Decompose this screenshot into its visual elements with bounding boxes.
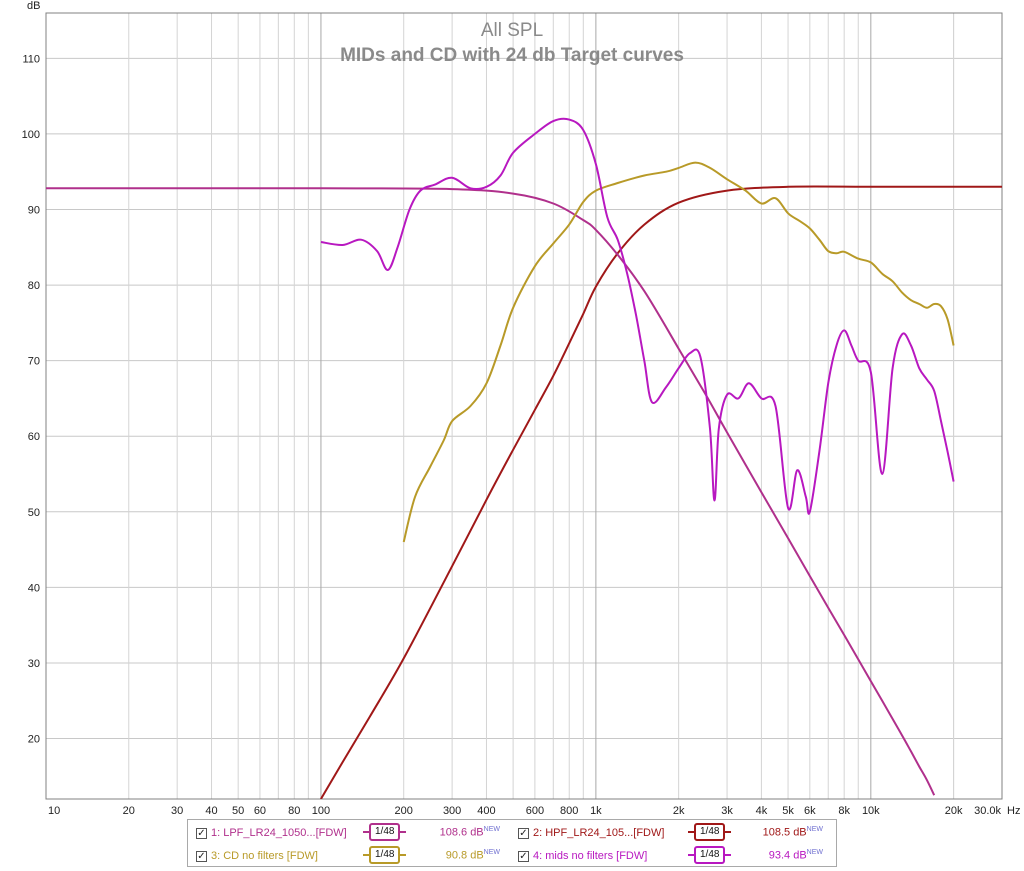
legend-item-1[interactable]: ✓ 1: LPF_LR24_1050...[FDW] (196, 823, 347, 843)
chart-subtitle: MIDs and CD with 24 db Target curves (340, 45, 684, 66)
x-tick-label: 300 (443, 805, 461, 817)
legend-name: 3: CD no filters [FDW] (211, 850, 318, 862)
smoothing-badge[interactable]: 1/48 (688, 823, 732, 841)
x-tick-label: 4k (756, 805, 768, 817)
smoothing-value: 1/48 (369, 823, 401, 841)
x-tick-label: 60 (254, 805, 266, 817)
checkbox-icon[interactable]: ✓ (196, 827, 207, 839)
series-line-3 (402, 161, 955, 543)
x-tick-label: 10k (862, 805, 880, 817)
x-tick-label: 10 (48, 805, 60, 817)
legend-name: 1: LPF_LR24_1050...[FDW] (211, 827, 347, 839)
y-tick-label: 80 (28, 280, 40, 292)
legend-level: 90.8 dBNEW (445, 849, 500, 862)
legend-name: 2: HPF_LR24_105...[FDW] (533, 827, 665, 839)
x-tick-label: 3k (721, 805, 733, 817)
x-tick-label: 100 (312, 805, 330, 817)
y-tick-label: 110 (22, 53, 40, 65)
x-tick-label: 20k (945, 805, 963, 817)
y-tick-label: 40 (28, 582, 40, 594)
grid-lines (45, 13, 1003, 799)
checkbox-icon[interactable]: ✓ (196, 850, 207, 862)
legend-name: 4: mids no filters [FDW] (533, 850, 648, 862)
x-tick-label: 600 (526, 805, 544, 817)
x-tick-label: 2k (673, 805, 685, 817)
y-tick-label: 90 (28, 205, 40, 217)
x-tick-label: 20 (123, 805, 135, 817)
y-tick-label: 50 (28, 507, 40, 519)
legend-level: 108.6 dBNEW (439, 826, 500, 839)
x-tick-label: 30.0k (974, 805, 1001, 817)
x-tick-label: 30 (171, 805, 183, 817)
legend-level: 108.5 dBNEW (762, 826, 823, 839)
x-axis-ticks: 10 20 30 40 50 60 80 100 200 300 400 600 800 1k 2k 3k 4k… (48, 805, 1001, 817)
y-tick-label: 20 (28, 734, 40, 746)
x-tick-label: 50 (232, 805, 244, 817)
y-tick-label: 30 (28, 658, 40, 670)
chart-title: All SPL (481, 20, 543, 41)
legend-item-3[interactable]: ✓ 3: CD no filters [FDW] (196, 846, 318, 866)
series-line-2 (320, 185, 1002, 799)
x-tick-label: 1k (590, 805, 602, 817)
legend: ✓ 1: LPF_LR24_1050...[FDW] 1/48 108.6 dB… (187, 819, 837, 867)
x-tick-label: 400 (477, 805, 495, 817)
y-axis-label: dB (27, 0, 40, 12)
x-tick-label: 8k (838, 805, 850, 817)
smoothing-badge[interactable]: 1/48 (688, 846, 732, 864)
x-tick-label: 40 (205, 805, 217, 817)
series-line-1 (46, 187, 936, 796)
smoothing-badge[interactable]: 1/48 (363, 823, 407, 841)
x-axis-unit: Hz (1007, 805, 1020, 817)
plot-frame (45, 12, 1003, 800)
smoothing-value: 1/48 (694, 846, 726, 864)
y-axis-ticks: 110 100 90 80 70 60 50 40 30 20 (22, 53, 40, 745)
x-tick-label: 200 (395, 805, 413, 817)
x-tick-label: 800 (560, 805, 578, 817)
checkbox-icon[interactable]: ✓ (518, 827, 529, 839)
smoothing-value: 1/48 (694, 823, 726, 841)
curves (46, 117, 1002, 799)
series-line-4 (320, 117, 955, 515)
x-tick-label: 5k (782, 805, 794, 817)
y-tick-label: 100 (22, 129, 40, 141)
smoothing-value: 1/48 (369, 846, 401, 864)
y-tick-label: 60 (28, 431, 40, 443)
legend-item-4[interactable]: ✓ 4: mids no filters [FDW] (518, 846, 647, 866)
legend-item-2[interactable]: ✓ 2: HPF_LR24_105...[FDW] (518, 823, 664, 843)
x-tick-label: 80 (288, 805, 300, 817)
smoothing-badge[interactable]: 1/48 (363, 846, 407, 864)
legend-level: 93.4 dBNEW (768, 849, 823, 862)
checkbox-icon[interactable]: ✓ (518, 850, 529, 862)
y-tick-label: 70 (28, 356, 40, 368)
x-tick-label: 6k (804, 805, 816, 817)
